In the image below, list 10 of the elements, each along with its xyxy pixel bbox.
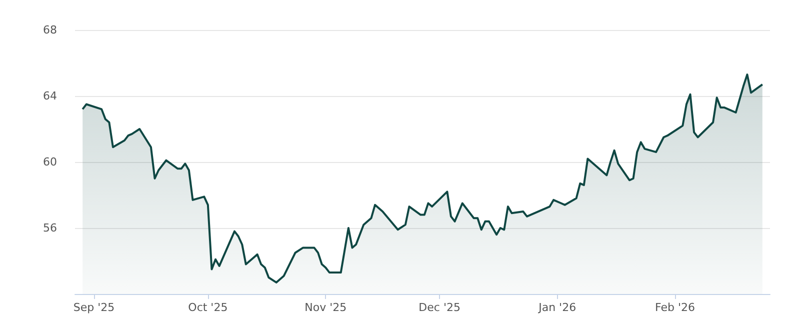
x-tick-label: Sep '25 [73,301,115,314]
x-tick-label: Dec '25 [418,301,460,314]
x-tick-label: Feb '26 [655,301,696,314]
x-tick-label: Jan '26 [538,301,576,314]
y-tick-label: 68 [43,24,57,36]
y-tick-label: 56 [43,222,57,234]
y-tick-label: 60 [43,156,57,168]
y-tick-label: 64 [43,90,57,102]
x-tick-label: Nov '25 [304,301,347,314]
x-tick-label: Oct '25 [188,301,228,314]
